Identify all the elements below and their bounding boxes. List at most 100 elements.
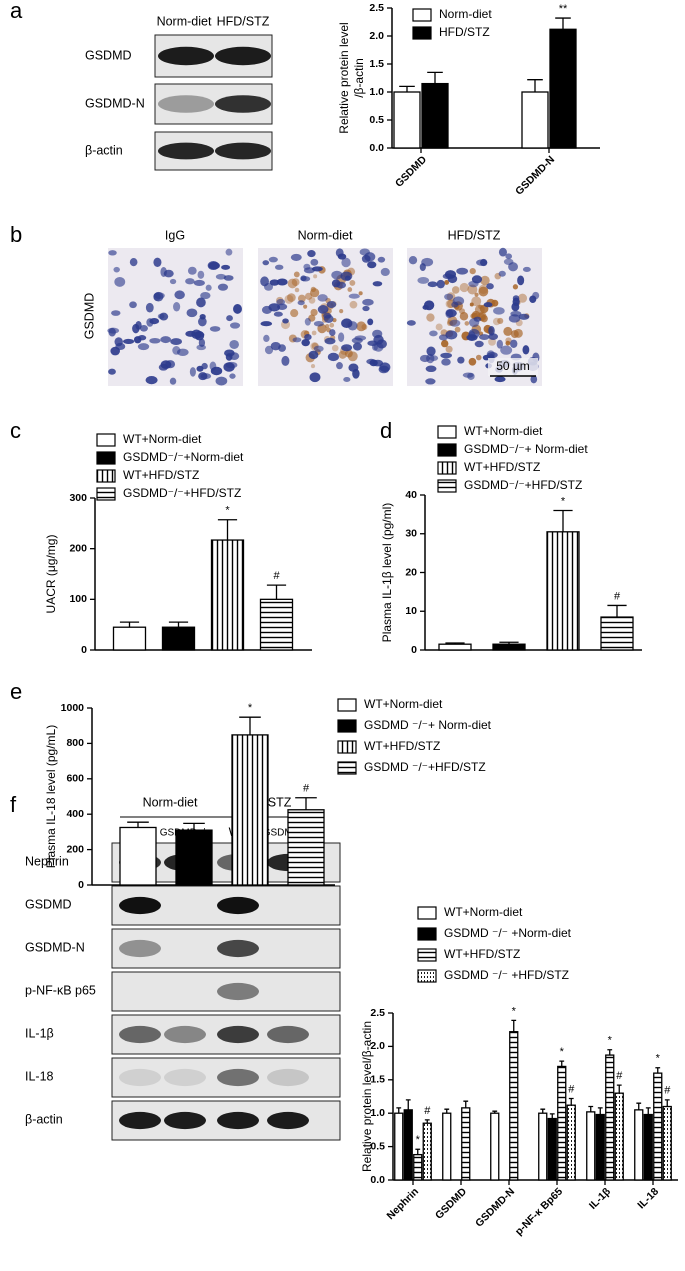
histology-column: IgG [165,228,185,242]
nucleus [486,283,494,290]
histology-column: HFD/STZ [448,228,501,242]
legend-label: WT+Norm-diet [123,432,202,446]
nucleus [196,365,204,372]
stain [469,302,474,307]
nucleus [282,318,289,324]
nucleus [380,267,390,277]
error-bar [607,604,627,618]
nucleus [278,344,287,352]
nucleus [210,366,223,376]
nucleus [522,345,530,355]
nucleus [417,277,430,284]
blot-band [158,95,214,113]
y-tick-label: 1.0 [369,86,384,98]
legend-swatch [96,433,116,447]
nucleus [331,270,343,280]
stain [464,321,470,326]
stain [459,308,465,315]
bar-hatch [615,1093,624,1180]
histology-column: Norm-diet [298,228,353,242]
legend-label: GSDMD⁻/⁻+HFD/STZ [123,486,241,500]
y-tick-label: 600 [66,773,84,785]
significance-mark: # [273,570,280,582]
nucleus [300,276,311,282]
nucleus [457,356,465,364]
y-tick-label: 800 [66,737,84,749]
legend-label: WT+HFD/STZ [123,468,199,482]
stain [503,326,513,336]
nucleus [362,305,370,312]
error-bar [540,1108,546,1114]
panel-label: d [380,418,392,443]
nucleus [273,311,283,317]
error-bar [597,1107,603,1115]
legend-label: WT+Norm-diet [444,905,523,919]
significance-mark: ** [559,3,568,15]
nucleus [372,329,383,339]
nucleus [172,346,181,355]
nucleus [445,309,457,318]
stain [444,280,450,285]
legend-swatch [337,719,357,733]
legend-hatch [97,488,115,500]
stain [325,324,330,329]
stain [290,309,299,318]
blot-row-label: GSDMD-N [85,96,145,110]
bar-hatch [557,1066,566,1180]
legend-label: HFD/STZ [439,25,490,39]
blot-group: Norm-diet [143,795,198,809]
nucleus [308,350,319,360]
nucleus [488,325,495,336]
significance-mark: * [561,495,566,507]
error-bar [616,1084,622,1094]
stain [512,284,519,290]
nucleus [264,345,274,355]
error-bar [119,621,140,628]
error-bar [217,519,238,541]
legend-hatch [338,741,356,753]
blot-row-label: IL-1β [25,1026,54,1040]
y-tick-label: 300 [69,492,87,504]
nucleus [518,313,530,320]
nucleus [378,365,390,374]
nucleus [260,276,269,287]
bar [492,643,526,651]
x-tick-label: GSDMD [433,1185,469,1221]
nucleus [115,342,126,351]
nucleus [344,275,351,281]
bar-hatch [423,1123,432,1180]
nucleus [329,329,336,336]
bar [490,1112,500,1181]
blot-band [267,1111,309,1130]
nucleus [310,258,319,266]
bar-hatch [601,617,633,650]
stain [349,300,358,309]
nucleus [483,302,493,308]
y-tick-label: 20 [405,566,417,578]
nucleus [512,297,520,306]
stain [305,292,313,300]
blot-band [267,1068,309,1087]
bar [549,28,577,149]
nucleus [292,337,302,343]
error-bar [553,509,573,532]
nucleus [426,346,436,357]
nucleus [108,250,117,256]
nucleus [462,372,474,378]
y-tick-label: 2.0 [369,30,384,42]
x-tick-label: IL-1β [587,1185,614,1212]
x-tick-label: GSDMD [393,153,429,189]
nucleus [145,302,154,313]
stain [468,357,477,366]
nucleus [229,352,240,361]
blot-band [164,1025,206,1044]
blot-band [119,896,161,915]
legend-hatch [418,949,436,961]
nucleus [209,326,221,332]
nucleus [406,320,416,326]
nucleus [323,314,334,323]
panel-label: e [10,679,22,704]
nucleus [508,262,518,272]
nucleus [111,310,121,316]
